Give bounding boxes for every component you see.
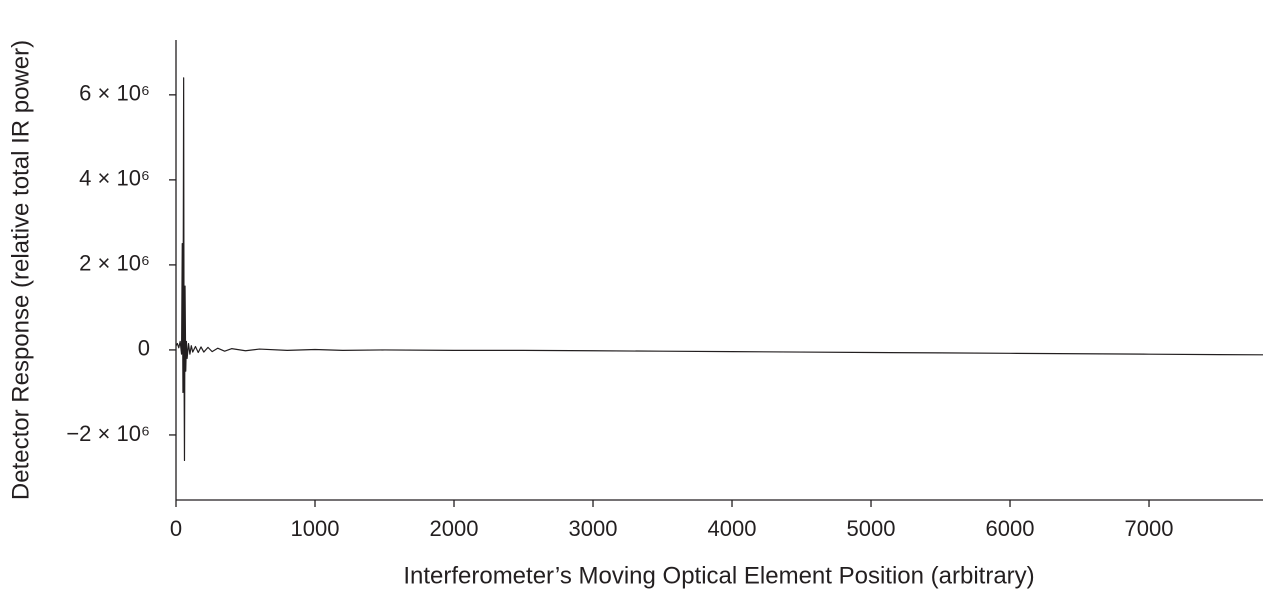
y-tick-label: 0 bbox=[138, 336, 150, 361]
x-tick-label: 3000 bbox=[569, 516, 618, 541]
x-tick-label: 0 bbox=[170, 516, 182, 541]
data-line bbox=[175, 77, 1263, 462]
y-tick-label: 6 × 10⁶ bbox=[79, 81, 150, 106]
y-tick-label: 4 × 10⁶ bbox=[79, 166, 150, 191]
x-tick-label: 1000 bbox=[291, 516, 340, 541]
y-tick-label: 2 × 10⁶ bbox=[79, 251, 150, 276]
x-tick-label: 7000 bbox=[1125, 516, 1174, 541]
y-axis-title: Detector Response (relative total IR pow… bbox=[7, 40, 34, 500]
x-tick-label: 4000 bbox=[708, 516, 757, 541]
x-tick-label: 2000 bbox=[430, 516, 479, 541]
x-tick-label: 6000 bbox=[986, 516, 1035, 541]
x-axis-title: Interferometer’s Moving Optical Element … bbox=[403, 562, 1034, 589]
x-tick-label: 5000 bbox=[847, 516, 896, 541]
y-tick-label: −2 × 10⁶ bbox=[66, 421, 150, 446]
